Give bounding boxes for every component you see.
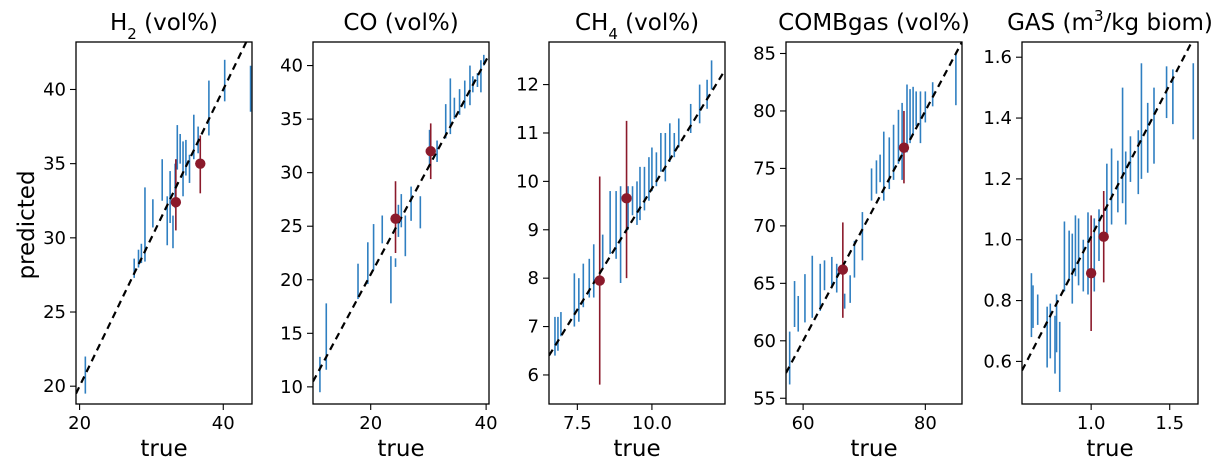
x-tick-label: 1.5 xyxy=(1155,413,1184,434)
y-tick-label: 1.0 xyxy=(983,230,1012,251)
chart-title: H2 (vol%) xyxy=(110,10,218,43)
x-tick-label: 7.5 xyxy=(563,413,592,434)
y-tick-label: 35 xyxy=(43,154,66,175)
y-tick-label: 10 xyxy=(280,377,303,398)
test-point xyxy=(390,213,401,224)
test-point xyxy=(425,146,436,157)
chart-title: GAS (m3/kg biom) xyxy=(1007,7,1213,36)
panel-1: H2 (vol%) true 20 40 20 25 30 35 40 xyxy=(43,10,253,460)
axes-frame xyxy=(75,41,253,405)
y-tick-label: 30 xyxy=(43,228,66,249)
test-point xyxy=(1085,267,1097,279)
chart-title-part: H xyxy=(110,10,127,36)
x-axis-label: true xyxy=(850,436,897,460)
y-tick-label: 20 xyxy=(43,376,66,397)
y-tick-label: 60 xyxy=(753,331,776,352)
test-point xyxy=(621,193,632,204)
y-tick-label: 25 xyxy=(280,216,303,237)
y-tick-label: 0.8 xyxy=(983,291,1012,312)
plot-area xyxy=(786,42,962,385)
test-point xyxy=(837,264,849,275)
x-tick-label: 20 xyxy=(359,413,382,434)
y-tick-label: 0.6 xyxy=(983,351,1012,372)
y-tick-label: 85 xyxy=(753,43,776,64)
plot-area xyxy=(76,42,252,395)
y-tick-label: 55 xyxy=(753,388,776,409)
x-tick-label: 80 xyxy=(914,413,937,434)
chart-title-part: 4 xyxy=(608,25,618,43)
chart-title-part: GAS (m xyxy=(1007,10,1094,36)
y-tick-label: 70 xyxy=(753,216,776,237)
axes-frame xyxy=(1021,41,1199,405)
y-tick-label: 6 xyxy=(528,365,539,386)
test-point xyxy=(898,142,910,153)
panel-4: COMBgas (vol%) true 60 80 55 60 65 70 75 80 85 xyxy=(753,10,970,460)
y-tick-label: 65 xyxy=(753,273,776,294)
chart-title-part: COMBgas (vol%) xyxy=(778,10,970,36)
axes-frame xyxy=(785,41,963,405)
x-tick-label: 20 xyxy=(68,413,91,434)
identity-line xyxy=(786,42,962,374)
y-tick-label: 7 xyxy=(528,317,539,338)
chart-title-part: (vol%) xyxy=(618,10,699,36)
plot-area xyxy=(313,54,489,393)
chart-title-part: (vol%) xyxy=(137,10,218,36)
test-point xyxy=(195,158,206,169)
chart-title-part: /kg biom) xyxy=(1103,10,1212,36)
chart-title: CO (vol%) xyxy=(343,10,458,36)
y-tick-label: 40 xyxy=(280,56,303,77)
y-tick-label: 20 xyxy=(280,270,303,291)
y-tick-label: 10 xyxy=(516,171,539,192)
y-tick-label: 9 xyxy=(528,220,539,241)
chart-title: CH4 (vol%) xyxy=(575,10,699,43)
chart-title-part: CH xyxy=(575,10,608,36)
x-axis-label: true xyxy=(1086,436,1133,460)
test-point xyxy=(170,197,182,208)
plot-area xyxy=(549,60,725,385)
chart-title-part: CO (vol%) xyxy=(343,10,458,36)
chart-title-part: 2 xyxy=(127,25,137,43)
panel-3: CH4 (vol%) true 7.5 10.0 6 7 8 9 10 11 12 xyxy=(516,10,726,460)
chart-title: COMBgas (vol%) xyxy=(778,10,970,36)
y-tick-label: 15 xyxy=(280,323,303,344)
y-tick-label: 1.2 xyxy=(983,169,1012,190)
identity-line xyxy=(1022,42,1193,372)
identity-line xyxy=(313,54,489,383)
y-tick-label: 30 xyxy=(280,163,303,184)
y-tick-label: 35 xyxy=(280,109,303,130)
y-tick-label: 8 xyxy=(528,268,539,289)
y-tick-label: 75 xyxy=(753,158,776,179)
y-tick-label: 40 xyxy=(43,79,66,100)
y-tick-label: 1.4 xyxy=(983,108,1012,129)
y-tick-label: 25 xyxy=(43,302,66,323)
identity-line xyxy=(76,42,248,395)
x-axis-label: true xyxy=(140,436,187,460)
x-axis-label: true xyxy=(377,436,424,460)
x-tick-label: 40 xyxy=(475,413,498,434)
x-tick-label: 1.0 xyxy=(1077,413,1106,434)
x-tick-label: 40 xyxy=(212,413,235,434)
x-axis-label: true xyxy=(613,436,660,460)
y-tick-label: 11 xyxy=(516,123,539,144)
identity-line xyxy=(549,69,725,357)
axes-frame xyxy=(312,41,490,405)
y-axis-label: predicted xyxy=(14,170,40,279)
y-tick-label: 80 xyxy=(753,101,776,122)
axes-frame xyxy=(548,41,726,405)
chart-title-part: 3 xyxy=(1094,7,1104,25)
x-tick-label: 10.0 xyxy=(632,413,672,434)
y-tick-label: 1.6 xyxy=(983,47,1012,68)
x-tick-label: 60 xyxy=(792,413,815,434)
plot-area xyxy=(1022,42,1195,392)
test-point xyxy=(1098,231,1109,242)
test-point xyxy=(594,275,605,286)
y-tick-label: 12 xyxy=(516,75,539,96)
